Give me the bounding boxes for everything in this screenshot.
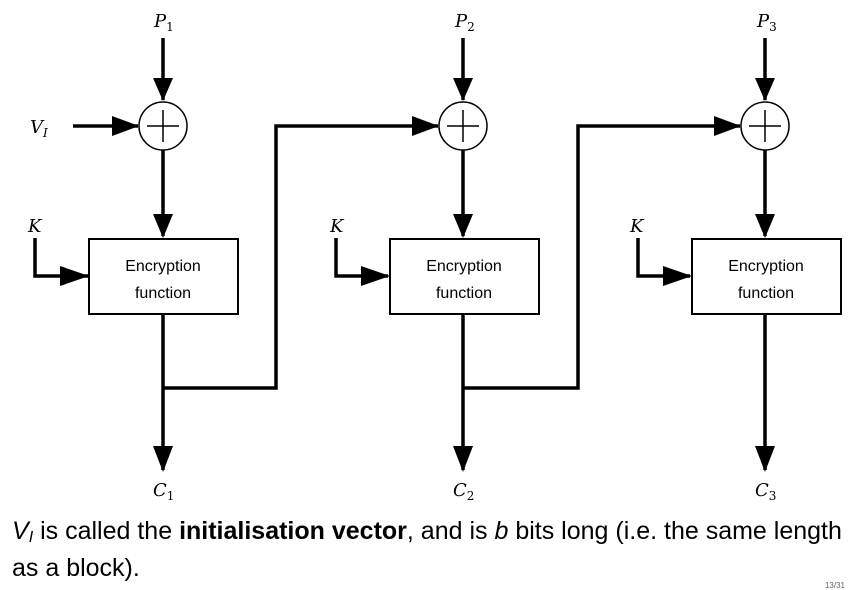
xor-3-icon (740, 101, 790, 151)
box-3-to-c3-arrowhead (755, 446, 775, 472)
key-2-arrowhead (361, 266, 390, 286)
plaintext-3-label: P3 (756, 11, 777, 34)
encryption-box-1 (88, 238, 239, 315)
stage-2: P2 K Encryption function C2 (329, 11, 741, 503)
page-number: 13/31 (824, 581, 845, 590)
encryption-box-3 (691, 238, 842, 315)
caption-text-1: is called the (33, 517, 180, 545)
xor-2-to-box-arrowhead (453, 214, 473, 238)
key-2-label: K (329, 216, 345, 237)
encryption-box-2 (389, 238, 540, 315)
iv-arrowhead (112, 116, 139, 136)
caption-text-2: , and is (406, 517, 495, 545)
plaintext-1-label: P1 (153, 11, 174, 34)
encryption-box-1-line2: function (135, 285, 191, 302)
ciphertext-2-label: C2 (453, 480, 474, 503)
key-1-label: K (27, 216, 43, 237)
plaintext-1-arrowhead (153, 78, 173, 101)
xor-3-to-box-arrowhead (755, 214, 775, 238)
key-3-arrowhead (663, 266, 692, 286)
xor-2-icon (438, 101, 488, 151)
iv-label: VI (30, 117, 48, 140)
encryption-box-2-line2: function (436, 285, 492, 302)
box-2-to-c2-arrowhead (453, 446, 473, 472)
encryption-box-2-line1: Encryption (426, 258, 502, 275)
box-1-to-c1-arrowhead (153, 446, 173, 472)
encryption-box-3-line2: function (738, 285, 794, 302)
stage-1: P1 VI K Encryption function C1 (27, 11, 439, 503)
caption-iv-symbol: VI (12, 517, 34, 546)
feedback-c1-arrowhead (412, 116, 439, 136)
caption-text-3: bits long (i.e. the same length as a blo… (12, 517, 842, 582)
caption-term: initialisation vector (179, 517, 407, 545)
plaintext-3-arrowhead (755, 78, 775, 101)
plaintext-2-label: P2 (454, 11, 475, 34)
xor-1-to-box-arrowhead (153, 214, 173, 238)
ciphertext-3-label: C3 (755, 480, 776, 503)
encryption-box-1-line1: Encryption (125, 258, 201, 275)
key-1-arrowhead (60, 266, 89, 286)
feedback-c2-arrowhead (714, 116, 741, 136)
stage-3: P3 K Encryption function C3 (629, 11, 842, 503)
encryption-box-3-line1: Encryption (728, 258, 804, 275)
xor-1-icon (138, 101, 188, 151)
key-3-label: K (629, 216, 645, 237)
caption-b-symbol: b (494, 517, 509, 545)
caption: VI is called the initialisation vector, … (12, 516, 842, 584)
feedback-c2-line (463, 124, 740, 390)
ciphertext-1-label: C1 (153, 480, 174, 503)
feedback-c1-line (163, 124, 438, 390)
plaintext-2-arrowhead (453, 78, 473, 101)
